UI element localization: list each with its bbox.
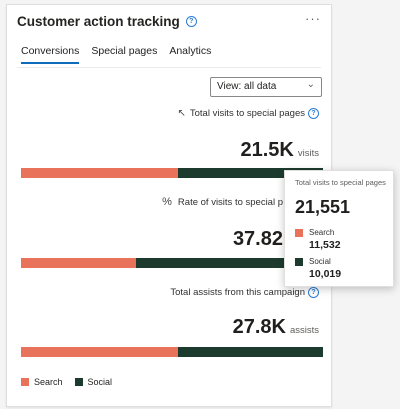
bar-segment-social[interactable] [178, 347, 323, 357]
bar-segment-search[interactable] [21, 347, 179, 357]
section-label-total-assists: Total assists from this campaign? [170, 287, 319, 298]
metric-total-assists: 27.8K assists [233, 316, 319, 339]
help-icon[interactable]: ? [185, 15, 197, 27]
tooltip-row-social: Social [295, 257, 331, 266]
stacked-bar-total-assists[interactable] [21, 347, 323, 357]
section-label-total-visits: ↖ Total visits to special pages? [177, 108, 319, 119]
tooltip-label-social: Social [309, 257, 331, 266]
section-label-text: Rate of visits to special p [177, 197, 283, 208]
metric-total-visits: 21.5K visits [241, 139, 320, 162]
legend-item-social[interactable]: Social [74, 377, 113, 387]
percent-icon: % [162, 196, 172, 208]
bar-segment-search[interactable] [21, 168, 179, 178]
tab-divider [17, 67, 321, 68]
stacked-bar-total-visits[interactable] [21, 168, 323, 178]
metric-unit: assists [289, 325, 319, 336]
tooltip-total: 21,551 [295, 197, 351, 217]
tab-analytics[interactable]: Analytics [169, 45, 212, 57]
tooltip-title: Total visits to special pages [295, 178, 386, 187]
tab-special-pages[interactable]: Special pages [91, 45, 158, 57]
chevron-down-icon: ⌄ [306, 79, 315, 90]
metric-value: 27.8K [232, 316, 286, 338]
bar-segment-social[interactable] [135, 258, 323, 268]
bar-segment-social[interactable] [178, 168, 323, 178]
card-title: Customer action tracking? [17, 14, 197, 29]
metric-rate-of-visits: 37.82 [233, 228, 283, 251]
chart-tooltip: Total visits to special pages 21,551 Sea… [284, 170, 394, 287]
view-select[interactable]: View: all data ⌄ [210, 77, 322, 97]
section-label-text: Total assists from this campaign [170, 287, 305, 299]
pointer-cursor-icon: ↖ [177, 108, 186, 120]
help-icon[interactable]: ? [308, 108, 319, 119]
more-options-button[interactable]: ··· [305, 11, 321, 26]
tooltip-swatch-social [295, 257, 303, 266]
tooltip-value-search: 11,532 [309, 239, 341, 251]
legend-swatch-search [21, 378, 29, 386]
customer-action-tracking-card: Customer action tracking? ··· Conversion… [6, 4, 332, 407]
bar-segment-search[interactable] [21, 258, 136, 268]
metric-value: 37.82 [232, 228, 283, 250]
legend-label-social: Social [87, 377, 113, 387]
tooltip-swatch-search [295, 228, 303, 237]
card-title-text: Customer action tracking [17, 14, 180, 29]
stacked-bar-rate-of-visits[interactable] [21, 258, 323, 268]
metric-unit: visits [297, 148, 319, 159]
tooltip-row-search: Search [295, 228, 334, 237]
tab-bar: Conversions Special pages Analytics [21, 45, 211, 64]
tooltip-value-social: 10,019 [309, 268, 342, 280]
legend: Search Social [21, 377, 112, 387]
section-label-text: Total visits to special pages [189, 108, 305, 120]
tab-conversions[interactable]: Conversions [21, 45, 80, 64]
legend-swatch-social [74, 378, 83, 386]
section-label-rate-of-visits: % Rate of visits to special p [162, 196, 283, 208]
metric-value: 21.5K [240, 139, 294, 161]
legend-label-search: Search [34, 377, 63, 387]
help-icon[interactable]: ? [308, 287, 319, 298]
tooltip-label-search: Search [309, 228, 335, 237]
legend-item-search[interactable]: Search [21, 377, 63, 387]
view-select-value: View: all data [217, 81, 277, 92]
